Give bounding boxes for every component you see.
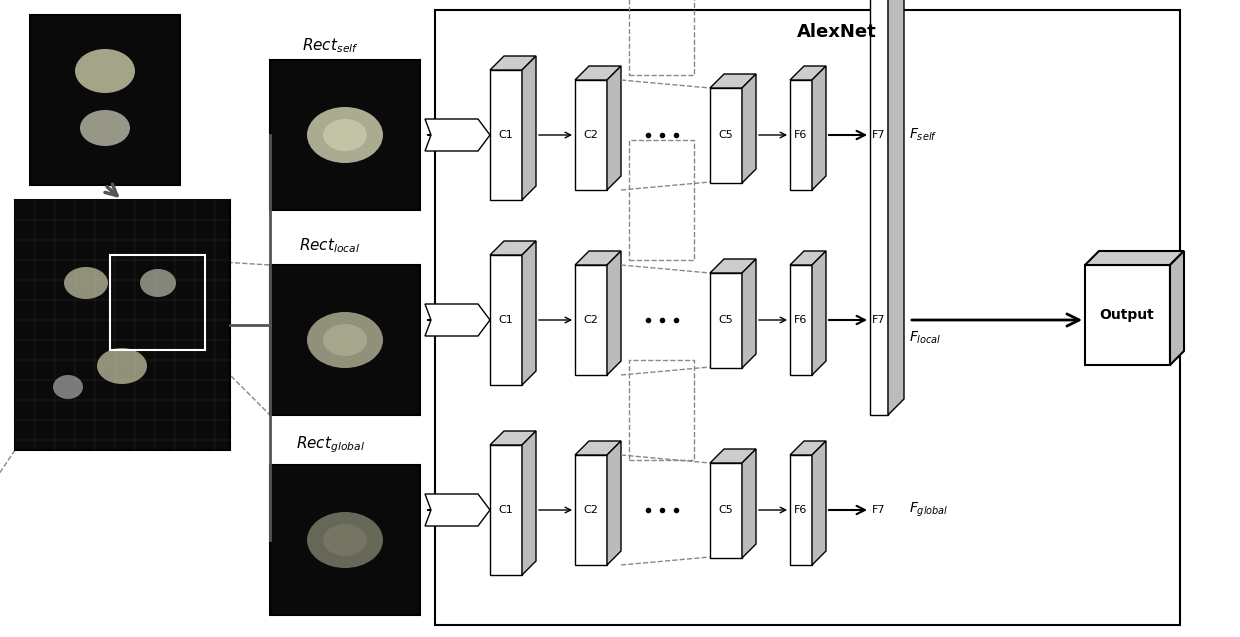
Text: Output: Output bbox=[1100, 308, 1154, 322]
Polygon shape bbox=[490, 70, 522, 200]
Ellipse shape bbox=[81, 110, 130, 146]
Polygon shape bbox=[711, 273, 742, 368]
Text: C2: C2 bbox=[584, 315, 599, 325]
Text: C5: C5 bbox=[719, 505, 733, 515]
Polygon shape bbox=[870, 0, 888, 415]
FancyBboxPatch shape bbox=[30, 15, 180, 185]
Polygon shape bbox=[742, 259, 756, 368]
Text: C1: C1 bbox=[498, 130, 513, 140]
Ellipse shape bbox=[322, 324, 367, 356]
Polygon shape bbox=[425, 119, 490, 151]
Polygon shape bbox=[1171, 251, 1184, 365]
Polygon shape bbox=[888, 0, 904, 415]
Polygon shape bbox=[490, 445, 522, 575]
Text: C1: C1 bbox=[498, 505, 513, 515]
Polygon shape bbox=[711, 259, 756, 273]
Text: F7: F7 bbox=[872, 315, 885, 325]
Polygon shape bbox=[711, 449, 756, 463]
Ellipse shape bbox=[322, 119, 367, 151]
Text: $F_{local}$: $F_{local}$ bbox=[909, 330, 941, 346]
Polygon shape bbox=[608, 66, 621, 190]
Text: C5: C5 bbox=[719, 130, 733, 140]
Text: AlexNet: AlexNet bbox=[797, 23, 877, 41]
Polygon shape bbox=[1085, 265, 1171, 365]
Polygon shape bbox=[608, 251, 621, 375]
Polygon shape bbox=[522, 241, 536, 385]
Polygon shape bbox=[490, 56, 536, 70]
Polygon shape bbox=[711, 88, 742, 183]
FancyBboxPatch shape bbox=[270, 265, 420, 415]
Text: C2: C2 bbox=[584, 505, 599, 515]
Text: C1: C1 bbox=[498, 315, 513, 325]
Text: $\mathit{Rect}$$_{\mathit{local}}$: $\mathit{Rect}$$_{\mathit{local}}$ bbox=[299, 236, 361, 255]
Polygon shape bbox=[790, 455, 812, 565]
Ellipse shape bbox=[322, 524, 367, 556]
Polygon shape bbox=[490, 431, 536, 445]
Polygon shape bbox=[812, 251, 826, 375]
Ellipse shape bbox=[64, 267, 108, 299]
Polygon shape bbox=[522, 431, 536, 575]
Ellipse shape bbox=[308, 107, 383, 163]
Text: C2: C2 bbox=[584, 130, 599, 140]
Ellipse shape bbox=[97, 348, 148, 384]
Polygon shape bbox=[575, 441, 621, 455]
FancyBboxPatch shape bbox=[15, 200, 229, 450]
Polygon shape bbox=[711, 463, 742, 558]
Polygon shape bbox=[812, 66, 826, 190]
Polygon shape bbox=[490, 241, 536, 255]
Polygon shape bbox=[790, 251, 826, 265]
FancyBboxPatch shape bbox=[270, 60, 420, 210]
Polygon shape bbox=[490, 255, 522, 385]
Polygon shape bbox=[742, 449, 756, 558]
Ellipse shape bbox=[140, 269, 176, 297]
Text: $F_{self}$: $F_{self}$ bbox=[909, 127, 937, 143]
Polygon shape bbox=[425, 494, 490, 526]
Polygon shape bbox=[742, 74, 756, 183]
Text: F7: F7 bbox=[872, 505, 885, 515]
Polygon shape bbox=[790, 80, 812, 190]
Ellipse shape bbox=[308, 512, 383, 568]
Polygon shape bbox=[790, 66, 826, 80]
Polygon shape bbox=[575, 80, 608, 190]
FancyBboxPatch shape bbox=[270, 465, 420, 615]
Polygon shape bbox=[790, 265, 812, 375]
Text: F6: F6 bbox=[795, 505, 807, 515]
Text: C5: C5 bbox=[719, 315, 733, 325]
Polygon shape bbox=[1085, 251, 1184, 265]
Polygon shape bbox=[711, 74, 756, 88]
Polygon shape bbox=[812, 441, 826, 565]
Ellipse shape bbox=[308, 312, 383, 368]
Text: $\mathit{Rect}$$_{\mathit{global}}$: $\mathit{Rect}$$_{\mathit{global}}$ bbox=[295, 434, 365, 455]
Text: F6: F6 bbox=[795, 315, 807, 325]
Polygon shape bbox=[425, 304, 490, 336]
Text: F7: F7 bbox=[872, 130, 885, 140]
Polygon shape bbox=[608, 441, 621, 565]
Text: F6: F6 bbox=[795, 130, 807, 140]
Polygon shape bbox=[575, 66, 621, 80]
Text: $F_{global}$: $F_{global}$ bbox=[909, 501, 949, 519]
Polygon shape bbox=[575, 251, 621, 265]
Polygon shape bbox=[575, 455, 608, 565]
Polygon shape bbox=[522, 56, 536, 200]
Text: $\mathit{Rect}$$_{\mathit{self}}$: $\mathit{Rect}$$_{\mathit{self}}$ bbox=[301, 36, 358, 55]
Ellipse shape bbox=[53, 375, 83, 399]
Polygon shape bbox=[575, 265, 608, 375]
Polygon shape bbox=[790, 441, 826, 455]
Ellipse shape bbox=[74, 49, 135, 93]
